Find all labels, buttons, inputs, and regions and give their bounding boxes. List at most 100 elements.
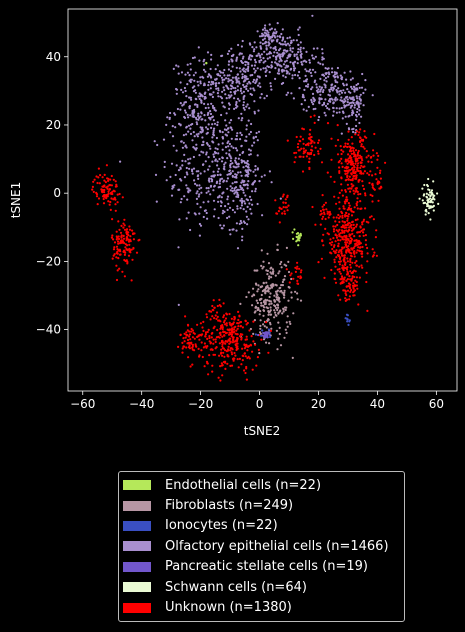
data-point [362, 187, 366, 191]
data-point [242, 104, 245, 107]
data-point [281, 284, 284, 287]
data-point [245, 135, 248, 138]
data-point [285, 331, 288, 334]
data-point [269, 28, 272, 31]
data-point [274, 311, 277, 314]
data-point [351, 232, 354, 235]
data-point [355, 280, 358, 284]
legend-item: Pancreatic stellate cells (n=19) [123, 557, 404, 577]
data-point [180, 71, 184, 74]
data-point [270, 272, 273, 275]
data-point [230, 70, 233, 73]
data-point [425, 210, 428, 213]
data-point [253, 41, 256, 44]
data-point [307, 105, 310, 108]
data-point [296, 298, 299, 301]
data-point [338, 93, 341, 96]
data-point [353, 289, 357, 292]
data-point [268, 303, 271, 306]
data-point [290, 277, 293, 281]
data-point [326, 67, 329, 70]
data-point [324, 67, 327, 70]
data-point [216, 315, 219, 318]
data-point [205, 151, 208, 154]
data-point [267, 290, 270, 293]
data-point [245, 215, 248, 218]
data-point [194, 89, 197, 92]
data-point [256, 308, 259, 312]
data-point [423, 201, 427, 204]
data-point [356, 110, 359, 114]
data-point [221, 335, 224, 338]
data-point [279, 197, 282, 200]
data-point [209, 67, 212, 71]
data-point [344, 190, 347, 193]
data-point [334, 281, 338, 284]
data-point [235, 106, 238, 109]
data-point [276, 308, 279, 312]
data-point [199, 80, 202, 83]
data-point [311, 54, 314, 57]
data-point [270, 302, 273, 305]
data-point [356, 243, 359, 247]
data-point [238, 67, 241, 70]
data-point [196, 190, 199, 193]
data-point [355, 260, 358, 263]
data-point [200, 349, 203, 352]
data-point [347, 160, 350, 163]
data-point [239, 89, 242, 92]
data-point [347, 207, 350, 210]
data-point [115, 185, 118, 188]
data-point [128, 225, 131, 228]
data-point [365, 220, 368, 223]
data-point [359, 93, 362, 96]
data-point [344, 214, 347, 217]
data-point [359, 200, 362, 203]
data-point [128, 243, 131, 246]
data-point [284, 40, 287, 43]
data-point [303, 80, 306, 83]
data-point [224, 161, 227, 164]
data-point [247, 119, 250, 122]
data-point [311, 68, 315, 71]
data-point [346, 270, 349, 273]
data-point [355, 223, 358, 226]
data-point [326, 122, 330, 125]
data-point [96, 181, 99, 185]
data-point [359, 99, 362, 102]
data-point [257, 333, 260, 337]
data-point [99, 174, 102, 177]
data-point [272, 47, 275, 50]
data-point [227, 63, 230, 66]
data-point [175, 88, 179, 91]
data-point [353, 252, 356, 255]
data-point [210, 58, 213, 61]
data-point [198, 97, 201, 100]
data-point [246, 103, 249, 106]
data-point [224, 349, 227, 352]
data-point [339, 298, 342, 301]
data-point [223, 106, 226, 109]
data-point [354, 218, 357, 222]
data-point [228, 121, 231, 124]
data-point [300, 63, 304, 66]
data-point [202, 140, 205, 143]
data-point [226, 86, 229, 89]
data-point [227, 349, 230, 352]
data-point [318, 97, 321, 100]
data-point [340, 149, 343, 152]
data-point [253, 141, 256, 144]
data-point [204, 331, 208, 334]
data-point [223, 68, 226, 72]
data-point [235, 189, 238, 192]
data-point [299, 46, 302, 49]
data-point [384, 161, 387, 164]
data-point [285, 59, 288, 62]
data-point [237, 77, 240, 80]
data-point [323, 111, 326, 114]
data-point [207, 88, 210, 91]
data-point [253, 71, 256, 74]
data-point [358, 154, 362, 157]
data-point [358, 95, 361, 98]
data-point [304, 68, 307, 71]
